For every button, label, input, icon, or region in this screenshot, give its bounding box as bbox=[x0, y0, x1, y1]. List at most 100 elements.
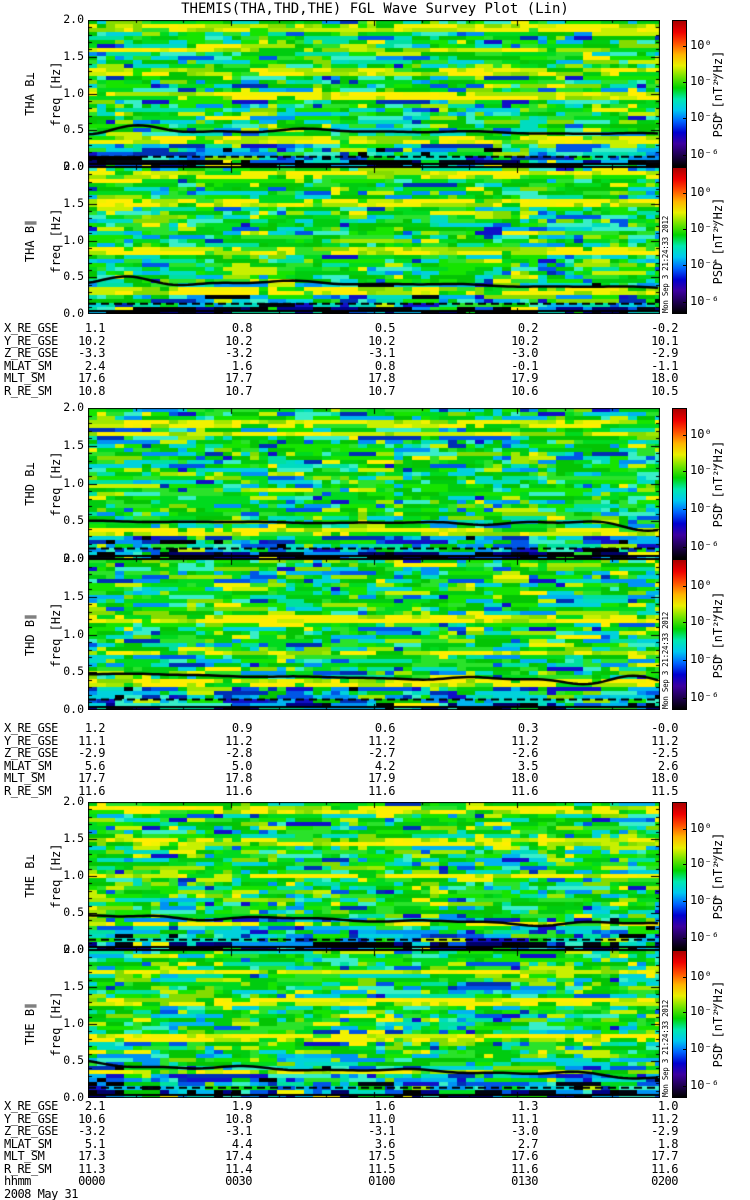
ephemeris-value: 0200 bbox=[651, 1174, 678, 1188]
colorbar-tick bbox=[683, 1012, 687, 1014]
freq-tick-label: 2.0 bbox=[63, 942, 84, 956]
colorbar-tick-label: 10⁻⁴ bbox=[690, 652, 719, 667]
ephemeris-value: -0.2 bbox=[651, 321, 678, 335]
ephemeris-row-label: X_RE_GSE bbox=[4, 721, 58, 735]
ephemeris-value: 0.2 bbox=[517, 321, 539, 335]
ephemeris-value: 11.5 bbox=[368, 1161, 395, 1176]
ephemeris-value: -3.2 bbox=[78, 1124, 105, 1138]
ephemeris-value: 11.4 bbox=[225, 1161, 252, 1176]
ephemeris-value: 18.0 bbox=[651, 771, 678, 785]
ephemeris-value: 5.0 bbox=[231, 758, 253, 773]
colorbar-tick-label: 10⁻⁴ bbox=[690, 110, 719, 125]
colorbar-tick bbox=[683, 864, 687, 866]
freq-tick-label: 1.5 bbox=[63, 979, 84, 993]
freq-tick-label: 2.0 bbox=[63, 12, 84, 26]
ephemeris-value: 11.2 bbox=[651, 733, 678, 748]
psd-colorbar bbox=[672, 559, 687, 710]
ephemeris-value: 0.8 bbox=[374, 358, 396, 373]
colorbar-tick bbox=[683, 193, 687, 195]
freq-tick-label: 0.5 bbox=[63, 122, 84, 137]
ephemeris-value: 10.8 bbox=[225, 1111, 252, 1126]
ephemeris-value: 17.3 bbox=[78, 1149, 105, 1163]
ephemeris-row-label: Z_RE_GSE bbox=[4, 346, 58, 360]
colorbar-tick-label: 10⁻² bbox=[690, 463, 719, 478]
colorbar-tick-label: 10⁻⁴ bbox=[690, 1041, 719, 1056]
spec-label-tha-bpar: THA B∥ bbox=[23, 219, 37, 262]
freq-tick-label: 0.0 bbox=[63, 159, 84, 173]
ephemeris-value: 11.6 bbox=[225, 783, 252, 798]
ephemeris-value: -2.7 bbox=[368, 746, 395, 760]
ephemeris-value: 11.6 bbox=[368, 783, 395, 798]
spectrogram-thd-bperp bbox=[88, 408, 660, 559]
spectrogram-thd-bpar bbox=[88, 559, 660, 710]
ephemeris-value: -0.1 bbox=[511, 358, 538, 373]
colorbar-tick-label: 10⁻² bbox=[690, 220, 719, 235]
colorbar-tick bbox=[683, 265, 687, 267]
ephemeris-value: -2.8 bbox=[225, 746, 252, 760]
freq-tick-label: 0.0 bbox=[63, 1090, 84, 1104]
creation-timestamp: Mon Sep 3 21:24:33 2012 bbox=[661, 1000, 670, 1097]
colorbar-tick-label: 10⁰ bbox=[690, 578, 712, 593]
spectrogram-canvas-thd-bpar bbox=[88, 559, 660, 710]
ephemeris-value: -2.5 bbox=[651, 746, 678, 760]
ephemeris-row-label: Z_RE_GSE bbox=[4, 746, 58, 760]
psd-colorbar bbox=[672, 408, 687, 559]
ephemeris-value: 11.6 bbox=[511, 783, 538, 798]
ephemeris-value: 11.5 bbox=[651, 783, 678, 798]
ephemeris-value: -3.1 bbox=[225, 1124, 252, 1138]
colorbar-tick-label: 10⁰ bbox=[690, 968, 712, 983]
ephemeris-value: 11.6 bbox=[511, 1161, 538, 1176]
ephemeris-value: 3.5 bbox=[517, 758, 539, 773]
freq-tick-label: 0.0 bbox=[63, 551, 84, 565]
ephemeris-value: 17.7 bbox=[225, 371, 252, 385]
ephemeris-value: 1.9 bbox=[231, 1099, 253, 1113]
psd-colorbar bbox=[672, 802, 687, 950]
psd-colorbar bbox=[672, 167, 687, 314]
ephemeris-value: 1.1 bbox=[84, 321, 106, 335]
colorbar-tick bbox=[683, 938, 687, 940]
ephemeris-row-label: MLAT_SM bbox=[4, 758, 52, 773]
ephemeris-value: 10.2 bbox=[368, 333, 395, 348]
freq-axis-label: freq [Hz] bbox=[49, 601, 63, 668]
colorbar-tick bbox=[683, 118, 687, 120]
ephemeris-value: 1.3 bbox=[517, 1099, 539, 1113]
freq-tick-label: 2.0 bbox=[63, 794, 84, 808]
ephemeris-value: 11.1 bbox=[511, 1111, 538, 1126]
ephemeris-value: 11.6 bbox=[651, 1161, 678, 1176]
colorbar-tick bbox=[683, 586, 687, 588]
ephemeris-row-label: X_RE_GSE bbox=[4, 321, 58, 335]
ephemeris-value: 10.6 bbox=[511, 383, 538, 398]
ephemeris-value: 0100 bbox=[368, 1174, 395, 1188]
ephemeris-value: 4.4 bbox=[231, 1136, 253, 1151]
ephemeris-value: -3.3 bbox=[78, 346, 105, 360]
colorbar-tick bbox=[683, 697, 687, 699]
freq-tick-label: 2.0 bbox=[63, 551, 84, 565]
colorbar-tick-label: 10⁻² bbox=[690, 856, 719, 871]
ephemeris-row-label: Y_RE_GSE bbox=[4, 333, 58, 348]
ephemeris-row-label: MLT_SM bbox=[4, 771, 45, 785]
psd-axis-label: PSD [nT²/Hz] bbox=[711, 50, 725, 137]
ephemeris-value: -3.1 bbox=[368, 346, 395, 360]
spec-label-the-bpar: THE B∥ bbox=[23, 1002, 37, 1046]
colorbar-tick bbox=[683, 81, 687, 83]
freq-tick-label: 1.5 bbox=[63, 437, 84, 452]
ephemeris-value: 11.2 bbox=[368, 733, 395, 748]
ephemeris-value: 1.8 bbox=[657, 1136, 679, 1151]
ephemeris-value: 11.6 bbox=[78, 783, 105, 798]
ephemeris-value: -3.1 bbox=[368, 1124, 395, 1138]
colorbar-tick bbox=[683, 509, 687, 511]
ephemeris-value: 11.3 bbox=[78, 1161, 105, 1176]
freq-tick-label: 1.0 bbox=[63, 475, 84, 490]
ephemeris-value: 2.7 bbox=[517, 1136, 539, 1151]
ephemeris-value: 10.8 bbox=[78, 383, 105, 398]
spectrogram-canvas-tha-bperp bbox=[88, 20, 660, 167]
ephemeris-row-label: R_RE_SM bbox=[4, 1161, 52, 1176]
freq-tick-label: 1.5 bbox=[63, 195, 84, 210]
ephemeris-value: 10.1 bbox=[651, 333, 678, 348]
colorbar-tick-label: 10⁰ bbox=[690, 820, 712, 835]
ephemeris-row-label: MLAT_SM bbox=[4, 358, 52, 373]
ephemeris-value: 10.2 bbox=[511, 333, 538, 348]
freq-axis-label: freq [Hz] bbox=[49, 207, 63, 274]
ephemeris-value: 11.2 bbox=[225, 733, 252, 748]
ephemeris-value: 17.6 bbox=[78, 371, 105, 385]
